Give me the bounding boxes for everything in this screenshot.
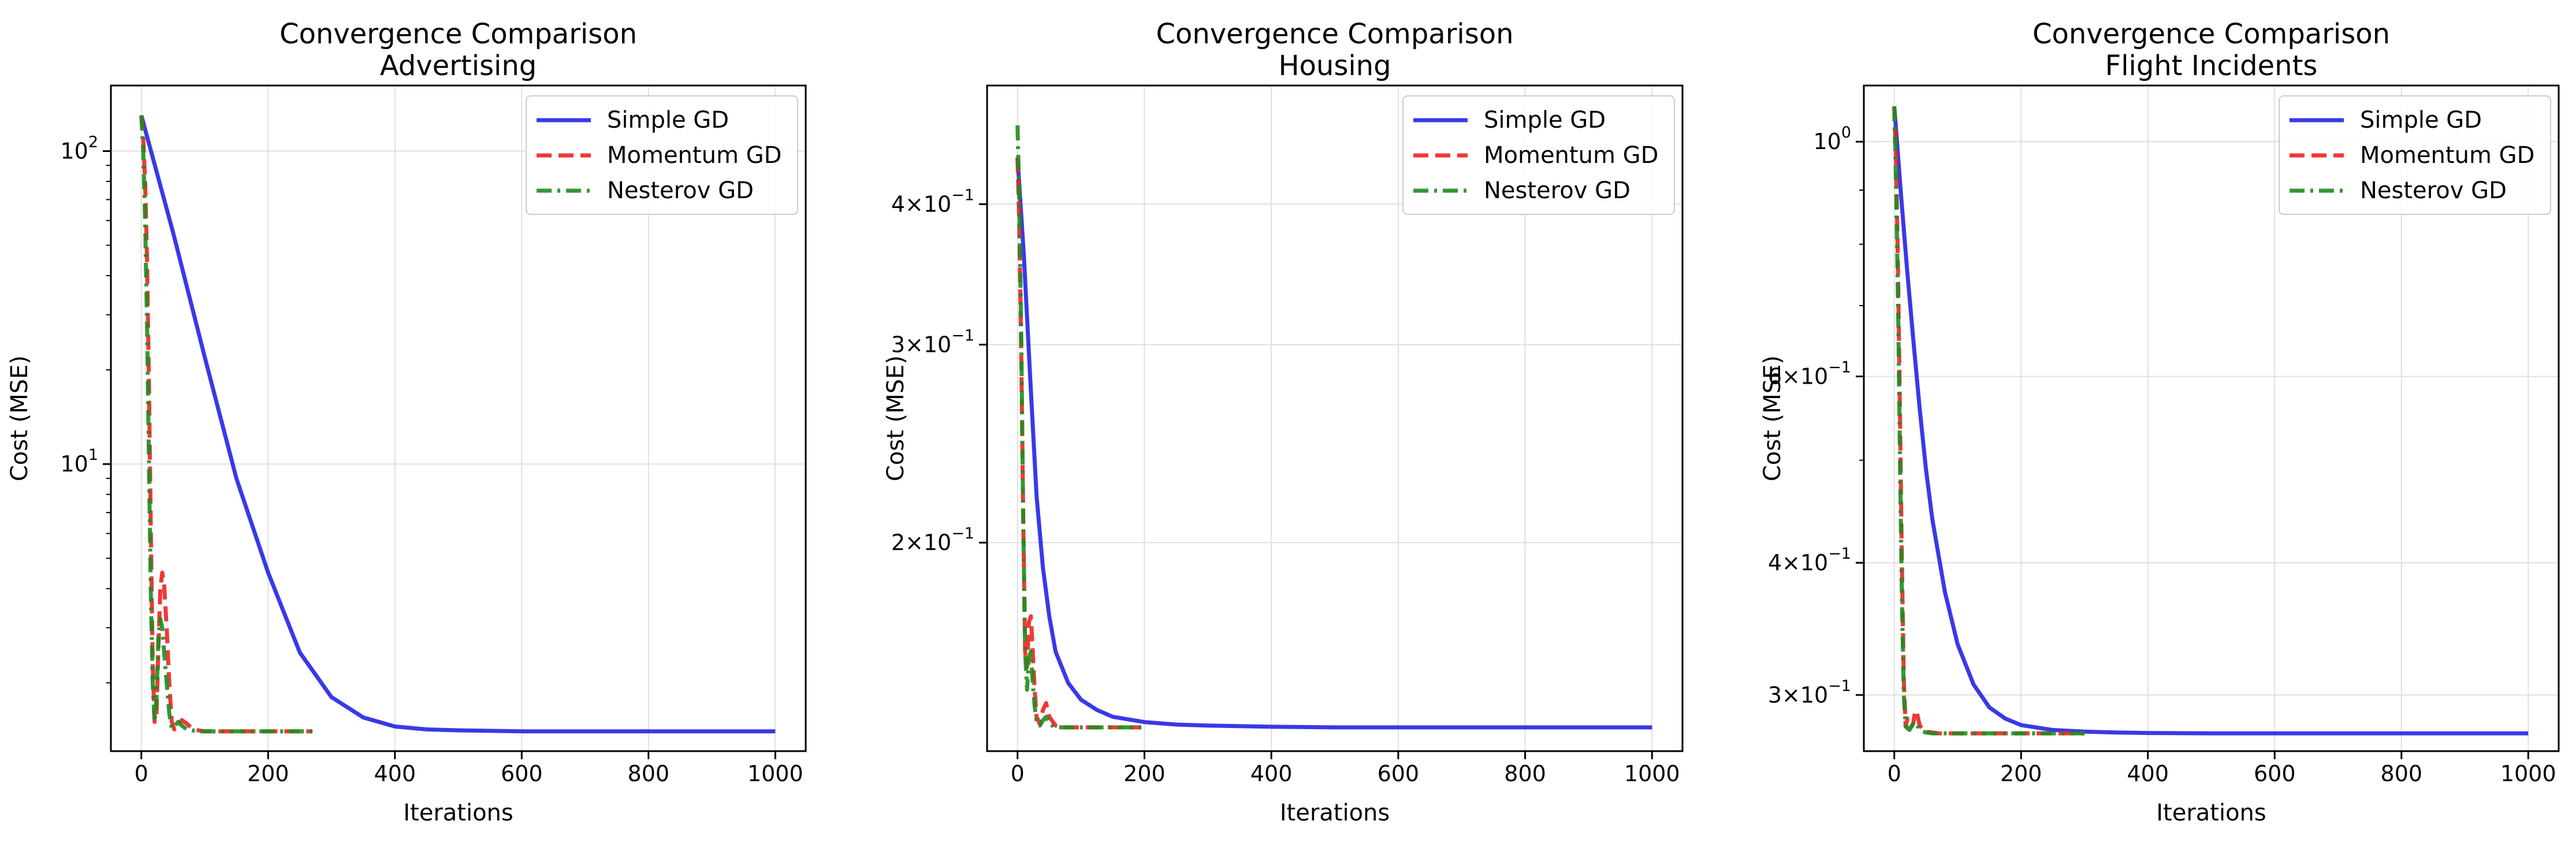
legend-label: Momentum GD	[2360, 142, 2534, 169]
legend-box	[526, 95, 798, 215]
x-tick-label: 0	[1888, 761, 1901, 786]
x-tick-label: 600	[2254, 761, 2296, 786]
legend: Simple GD Momentum GD Nesterov GD	[526, 95, 798, 215]
series-line-nesterov-gd	[1015, 125, 1141, 730]
y-tick-label: 3×10−1	[891, 326, 974, 358]
chart-title: Convergence Comparison	[2032, 18, 2390, 50]
x-tick-label: 600	[1378, 761, 1420, 786]
chart-title: Convergence Comparison	[280, 18, 637, 50]
x-tick-label: 200	[1123, 761, 1166, 786]
legend-label: Simple GD	[2360, 107, 2482, 133]
chart-subtitle: Flight Incidents	[2105, 50, 2318, 82]
x-tick-label: 600	[501, 761, 543, 786]
legend-box	[1402, 95, 1675, 215]
legend-label: Momentum GD	[607, 142, 781, 169]
y-tick-label: 101	[60, 446, 98, 477]
plot-area	[1015, 125, 1652, 730]
y-tick-label: 102	[60, 133, 98, 164]
x-tick-label: 1000	[2500, 761, 2556, 786]
y-axis-label: Cost (MSE)	[6, 355, 33, 481]
x-tick-label: 1000	[747, 761, 803, 786]
chart-title: Convergence Comparison	[1156, 18, 1513, 50]
series-line-simple-gd	[139, 114, 776, 734]
legend-label: Nesterov GD	[1484, 177, 1631, 204]
chart-subtitle: Housing	[1278, 50, 1391, 82]
x-axis-label: Iterations	[1280, 800, 1390, 826]
series-line-simple-gd	[1015, 157, 1652, 730]
x-tick-label: 200	[247, 761, 289, 786]
y-tick-label: 4×10−1	[1768, 545, 1851, 576]
legend-label: Simple GD	[1484, 107, 1606, 133]
x-tick-label: 0	[1011, 761, 1025, 786]
series-line-momentum-gd	[1015, 157, 1141, 730]
x-tick-label: 0	[135, 761, 148, 786]
x-axis-label: Iterations	[403, 800, 513, 826]
subplot-3: 0 200 400 600 800 10001003×10−14×10−16×10−1It…	[1759, 18, 2560, 826]
y-tick-label: 3×10−1	[1768, 677, 1851, 708]
x-tick-label: 800	[1504, 761, 1546, 786]
series-line-momentum-gd	[139, 115, 312, 734]
subplot-2: 0 200 400 600 800 1000 2×10−1 3×10−1 4×10−1 Itera…	[883, 18, 1684, 826]
x-tick-label: 800	[2381, 761, 2423, 786]
legend-box	[2279, 95, 2551, 215]
x-tick-label: 400	[374, 761, 416, 786]
x-axis-label: Iterations	[2156, 800, 2266, 826]
x-tick-label: 400	[2127, 761, 2169, 786]
legend-label: Momentum GD	[1484, 142, 1658, 169]
legend: Simple GD Momentum GD Nesterov GD	[1402, 95, 1675, 215]
y-tick-label: 4×10−1	[891, 186, 974, 217]
plot-area	[1892, 106, 2529, 736]
axes-frame	[110, 84, 807, 752]
axes-frame	[1863, 84, 2560, 752]
x-tick-label: 800	[628, 761, 670, 786]
x-tick-label: 400	[1250, 761, 1293, 786]
y-tick-label: 2×10−1	[891, 525, 974, 556]
subplot-1: 0 200 400 600 800 1000 101 102 Iterations Cost (M…	[6, 18, 807, 826]
legend-label: Simple GD	[607, 107, 729, 133]
plot-area	[139, 114, 776, 734]
legend-label: Nesterov GD	[607, 177, 754, 204]
x-tick-label: 200	[2000, 761, 2042, 786]
legend-label: Nesterov GD	[2360, 177, 2507, 204]
x-tick-label: 1000	[1624, 761, 1680, 786]
y-tick-label: 100	[1813, 124, 1851, 155]
series-line-nesterov-gd	[1892, 106, 2084, 736]
legend: Simple GD Momentum GD Nesterov GD	[2279, 95, 2551, 215]
y-axis-label: Cost (MSE)	[883, 355, 909, 481]
series-line-simple-gd	[1892, 106, 2529, 736]
axes-frame	[986, 84, 1684, 752]
y-axis-label: Cost (MSE)	[1759, 355, 1786, 481]
chart-subtitle: Advertising	[380, 50, 537, 82]
series-line-nesterov-gd	[139, 115, 312, 734]
